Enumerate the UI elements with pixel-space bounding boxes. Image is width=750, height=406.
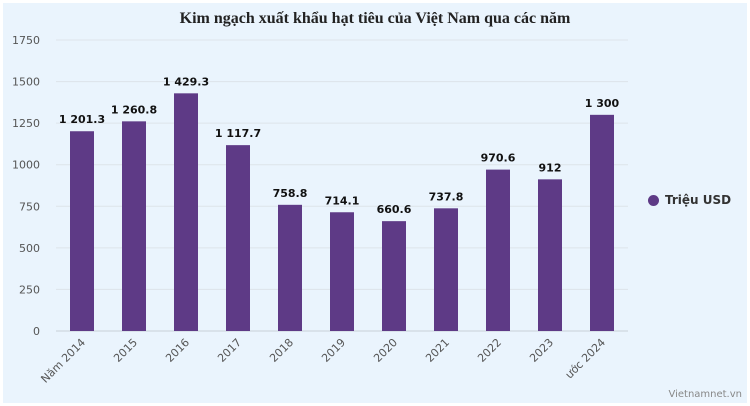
y-tick-label: 750: [19, 200, 40, 213]
y-tick-label: 1750: [12, 34, 40, 47]
bar: [486, 169, 510, 331]
data-label: 912: [539, 161, 562, 174]
x-tick-label: 2022: [475, 336, 504, 365]
x-tick-label: 2017: [215, 336, 244, 365]
credit: Vietnamnet.vn: [668, 389, 742, 400]
bar: [538, 179, 562, 331]
y-tick-label: 1000: [12, 159, 40, 172]
bar: [226, 145, 250, 331]
y-tick-label: 0: [33, 325, 40, 338]
bar: [122, 121, 146, 331]
x-tick-label: 2020: [371, 336, 400, 365]
data-label: 660.6: [377, 203, 412, 216]
x-tick-label: 2021: [423, 336, 452, 365]
data-label: 1 429.3: [163, 75, 209, 88]
x-tick-label: 2019: [319, 336, 348, 365]
legend-label: Triệu USD: [665, 193, 732, 207]
data-label: 1 117.7: [215, 127, 261, 140]
chart-title: Kim ngạch xuất khẩu hạt tiêu của Việt Na…: [179, 10, 571, 27]
data-label: 737.8: [429, 190, 464, 203]
data-label: 1 300: [585, 97, 620, 110]
x-tick-label: 2023: [527, 336, 556, 365]
bar: [434, 208, 458, 331]
bar: [382, 221, 406, 331]
x-tick-label: Năm 2014: [38, 336, 88, 386]
bar: [330, 212, 354, 331]
legend[interactable]: Triệu USD: [648, 193, 731, 207]
x-tick-label: 2015: [111, 336, 140, 365]
data-label: 714.1: [325, 194, 360, 207]
data-label: 1 260.8: [111, 103, 157, 116]
data-label: 970.6: [481, 152, 516, 165]
y-tick-label: 500: [19, 242, 40, 255]
bar: [174, 93, 198, 332]
data-label: 758.8: [273, 187, 308, 200]
x-tick-label: 2018: [267, 336, 296, 365]
x-tick-label: 2016: [163, 336, 192, 365]
bar: [70, 131, 94, 331]
x-tick-label: ước 2024: [563, 336, 608, 381]
bar: [590, 114, 614, 331]
y-tick-label: 1250: [12, 117, 40, 130]
y-tick-label: 1500: [12, 76, 40, 89]
bar: [278, 204, 302, 331]
legend-marker: [648, 194, 659, 206]
y-tick-label: 250: [19, 283, 40, 296]
data-label: 1 201.3: [59, 113, 105, 126]
